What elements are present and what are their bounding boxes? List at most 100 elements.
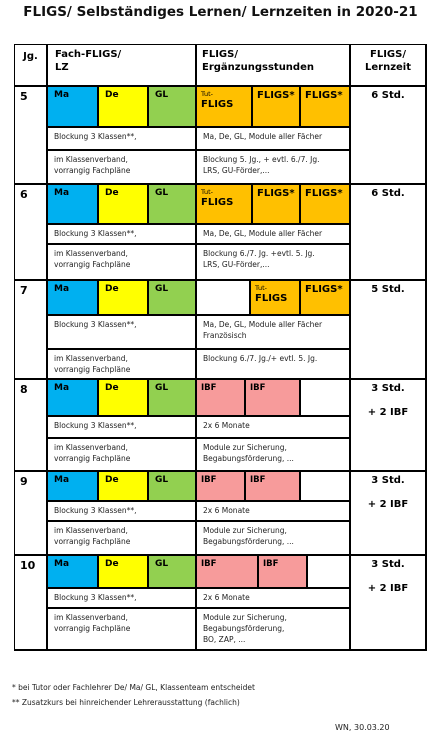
subject-cell: [148, 86, 196, 127]
subject-cell: [47, 379, 98, 416]
subject-cell: [148, 184, 196, 224]
subject-label: Ma: [54, 475, 70, 485]
header-erg: FLIGS/: [202, 49, 238, 60]
lernzeit-value: + 2 IBF: [367, 407, 409, 418]
cell-text: Blockung 3 Klassen**,: [54, 593, 137, 602]
lernzeit-value: 6 Std.: [371, 188, 405, 199]
extra-cell: [245, 379, 300, 416]
cell-text: Ma, De, GL, Module aller Fächer: [203, 132, 323, 141]
extra-cell: [258, 555, 307, 588]
lernzeit-value: + 2 IBF: [367, 583, 409, 594]
subject-cell: [148, 379, 196, 416]
subject-cell: [148, 555, 196, 588]
cell-text: 2x 6 Monate: [203, 506, 250, 515]
extra-cell: [307, 555, 350, 588]
cell-text: Blockung 3 Klassen**,: [54, 421, 137, 430]
extra-label: FLIGS: [201, 197, 234, 208]
text-cell: [196, 349, 350, 379]
text-cell: [196, 416, 350, 438]
lernzeit-value: 6 Std.: [371, 90, 405, 101]
subject-label: GL: [155, 383, 169, 393]
extra-cell: [245, 471, 300, 501]
cell-text: Begabungsförderung,: [203, 624, 285, 633]
lernzeit-value: 3 Std.: [371, 383, 405, 394]
extra-cell: [196, 86, 252, 127]
extra-label: FLIGS*: [305, 90, 343, 101]
cell-text: im Klassenverband,: [54, 443, 128, 452]
grade-number: 10: [20, 559, 36, 572]
subject-label: GL: [155, 475, 169, 485]
subject-cell: [47, 555, 98, 588]
cell-text: Module zur Sicherung,: [203, 613, 287, 622]
header-cell: [14, 44, 47, 86]
lernzeit-cell: [350, 86, 426, 184]
grade-number: 5: [20, 90, 28, 103]
cell-text: Blockung 6./7. Jg./+ evtl. 5. Jg.: [203, 354, 318, 363]
footnote: ** Zusatzkurs bei hinreichender Lehrerau…: [12, 698, 240, 707]
lernzeit-cell: [350, 184, 426, 280]
cell-text: Blockung 3 Klassen**,: [54, 320, 137, 329]
cell-text: LRS, GU-Förder,...: [203, 260, 270, 269]
extra-label: IBF: [201, 559, 217, 569]
cell-text: Blockung 5. Jg., + evtl. 6./7. Jg.: [203, 155, 320, 164]
cell-text: vorrangig Fachpläne: [54, 537, 131, 546]
cell-text: vorrangig Fachpläne: [54, 166, 131, 175]
extra-cell: [196, 471, 245, 501]
cell-text: Ma, De, GL, Module aller Fächer: [203, 229, 323, 238]
grade-cell: [14, 555, 47, 650]
subject-cell: [98, 379, 148, 416]
cell-text: Blockung 3 Klassen**,: [54, 132, 137, 141]
subject-label: Ma: [54, 559, 70, 569]
text-cell: [47, 224, 196, 244]
header-fach: LZ: [55, 62, 69, 73]
lernzeit-cell: [350, 280, 426, 379]
header-cell: [196, 44, 350, 86]
subject-label: De: [105, 475, 119, 485]
cell-text: im Klassenverband,: [54, 249, 128, 258]
subject-cell: [98, 184, 148, 224]
cell-text: 2x 6 Monate: [203, 421, 250, 430]
subject-cell: [98, 471, 148, 501]
extra-cell: [250, 280, 300, 315]
subject-label: GL: [155, 90, 169, 100]
header-cell: [47, 44, 196, 86]
subject-cell: [98, 555, 148, 588]
subject-label: De: [105, 284, 119, 294]
text-cell: [196, 438, 350, 471]
text-cell: [47, 150, 196, 184]
extra-label: FLIGS*: [305, 188, 343, 199]
extra-label: IBF: [250, 475, 266, 485]
subject-cell: [47, 184, 98, 224]
cell-text: vorrangig Fachpläne: [54, 624, 131, 633]
grade-cell: [14, 86, 47, 184]
tut-label: Tut-: [201, 90, 213, 98]
footnote: * bei Tutor oder Fachlehrer De/ Ma/ GL, …: [12, 683, 255, 692]
lernzeit-value: 3 Std.: [371, 475, 405, 486]
text-cell: [47, 315, 196, 349]
lernzeit-cell: [350, 471, 426, 555]
grade-number: 9: [20, 475, 28, 488]
subject-label: GL: [155, 284, 169, 294]
subject-cell: [47, 471, 98, 501]
cell-text: im Klassenverband,: [54, 155, 128, 164]
extra-label: FLIGS: [201, 99, 234, 110]
text-cell: [196, 608, 350, 650]
cell-text: Französisch: [203, 331, 247, 340]
cell-text: Blockung 3 Klassen**,: [54, 229, 137, 238]
text-cell: [196, 224, 350, 244]
lernzeit-value: 3 Std.: [371, 559, 405, 570]
cell-text: vorrangig Fachpläne: [54, 260, 131, 269]
lernzeit-value: + 2 IBF: [367, 499, 409, 510]
extra-label: IBF: [201, 475, 217, 485]
subject-label: De: [105, 188, 119, 198]
cell-text: Begabungsförderung, ...: [203, 454, 294, 463]
subject-label: De: [105, 90, 119, 100]
cell-text: im Klassenverband,: [54, 526, 128, 535]
text-cell: [196, 315, 350, 349]
cell-text: Ma, De, GL, Module aller Fächer: [203, 320, 323, 329]
subject-label: Ma: [54, 188, 70, 198]
subject-label: Ma: [54, 383, 70, 393]
text-cell: [196, 150, 350, 184]
text-cell: [196, 127, 350, 150]
